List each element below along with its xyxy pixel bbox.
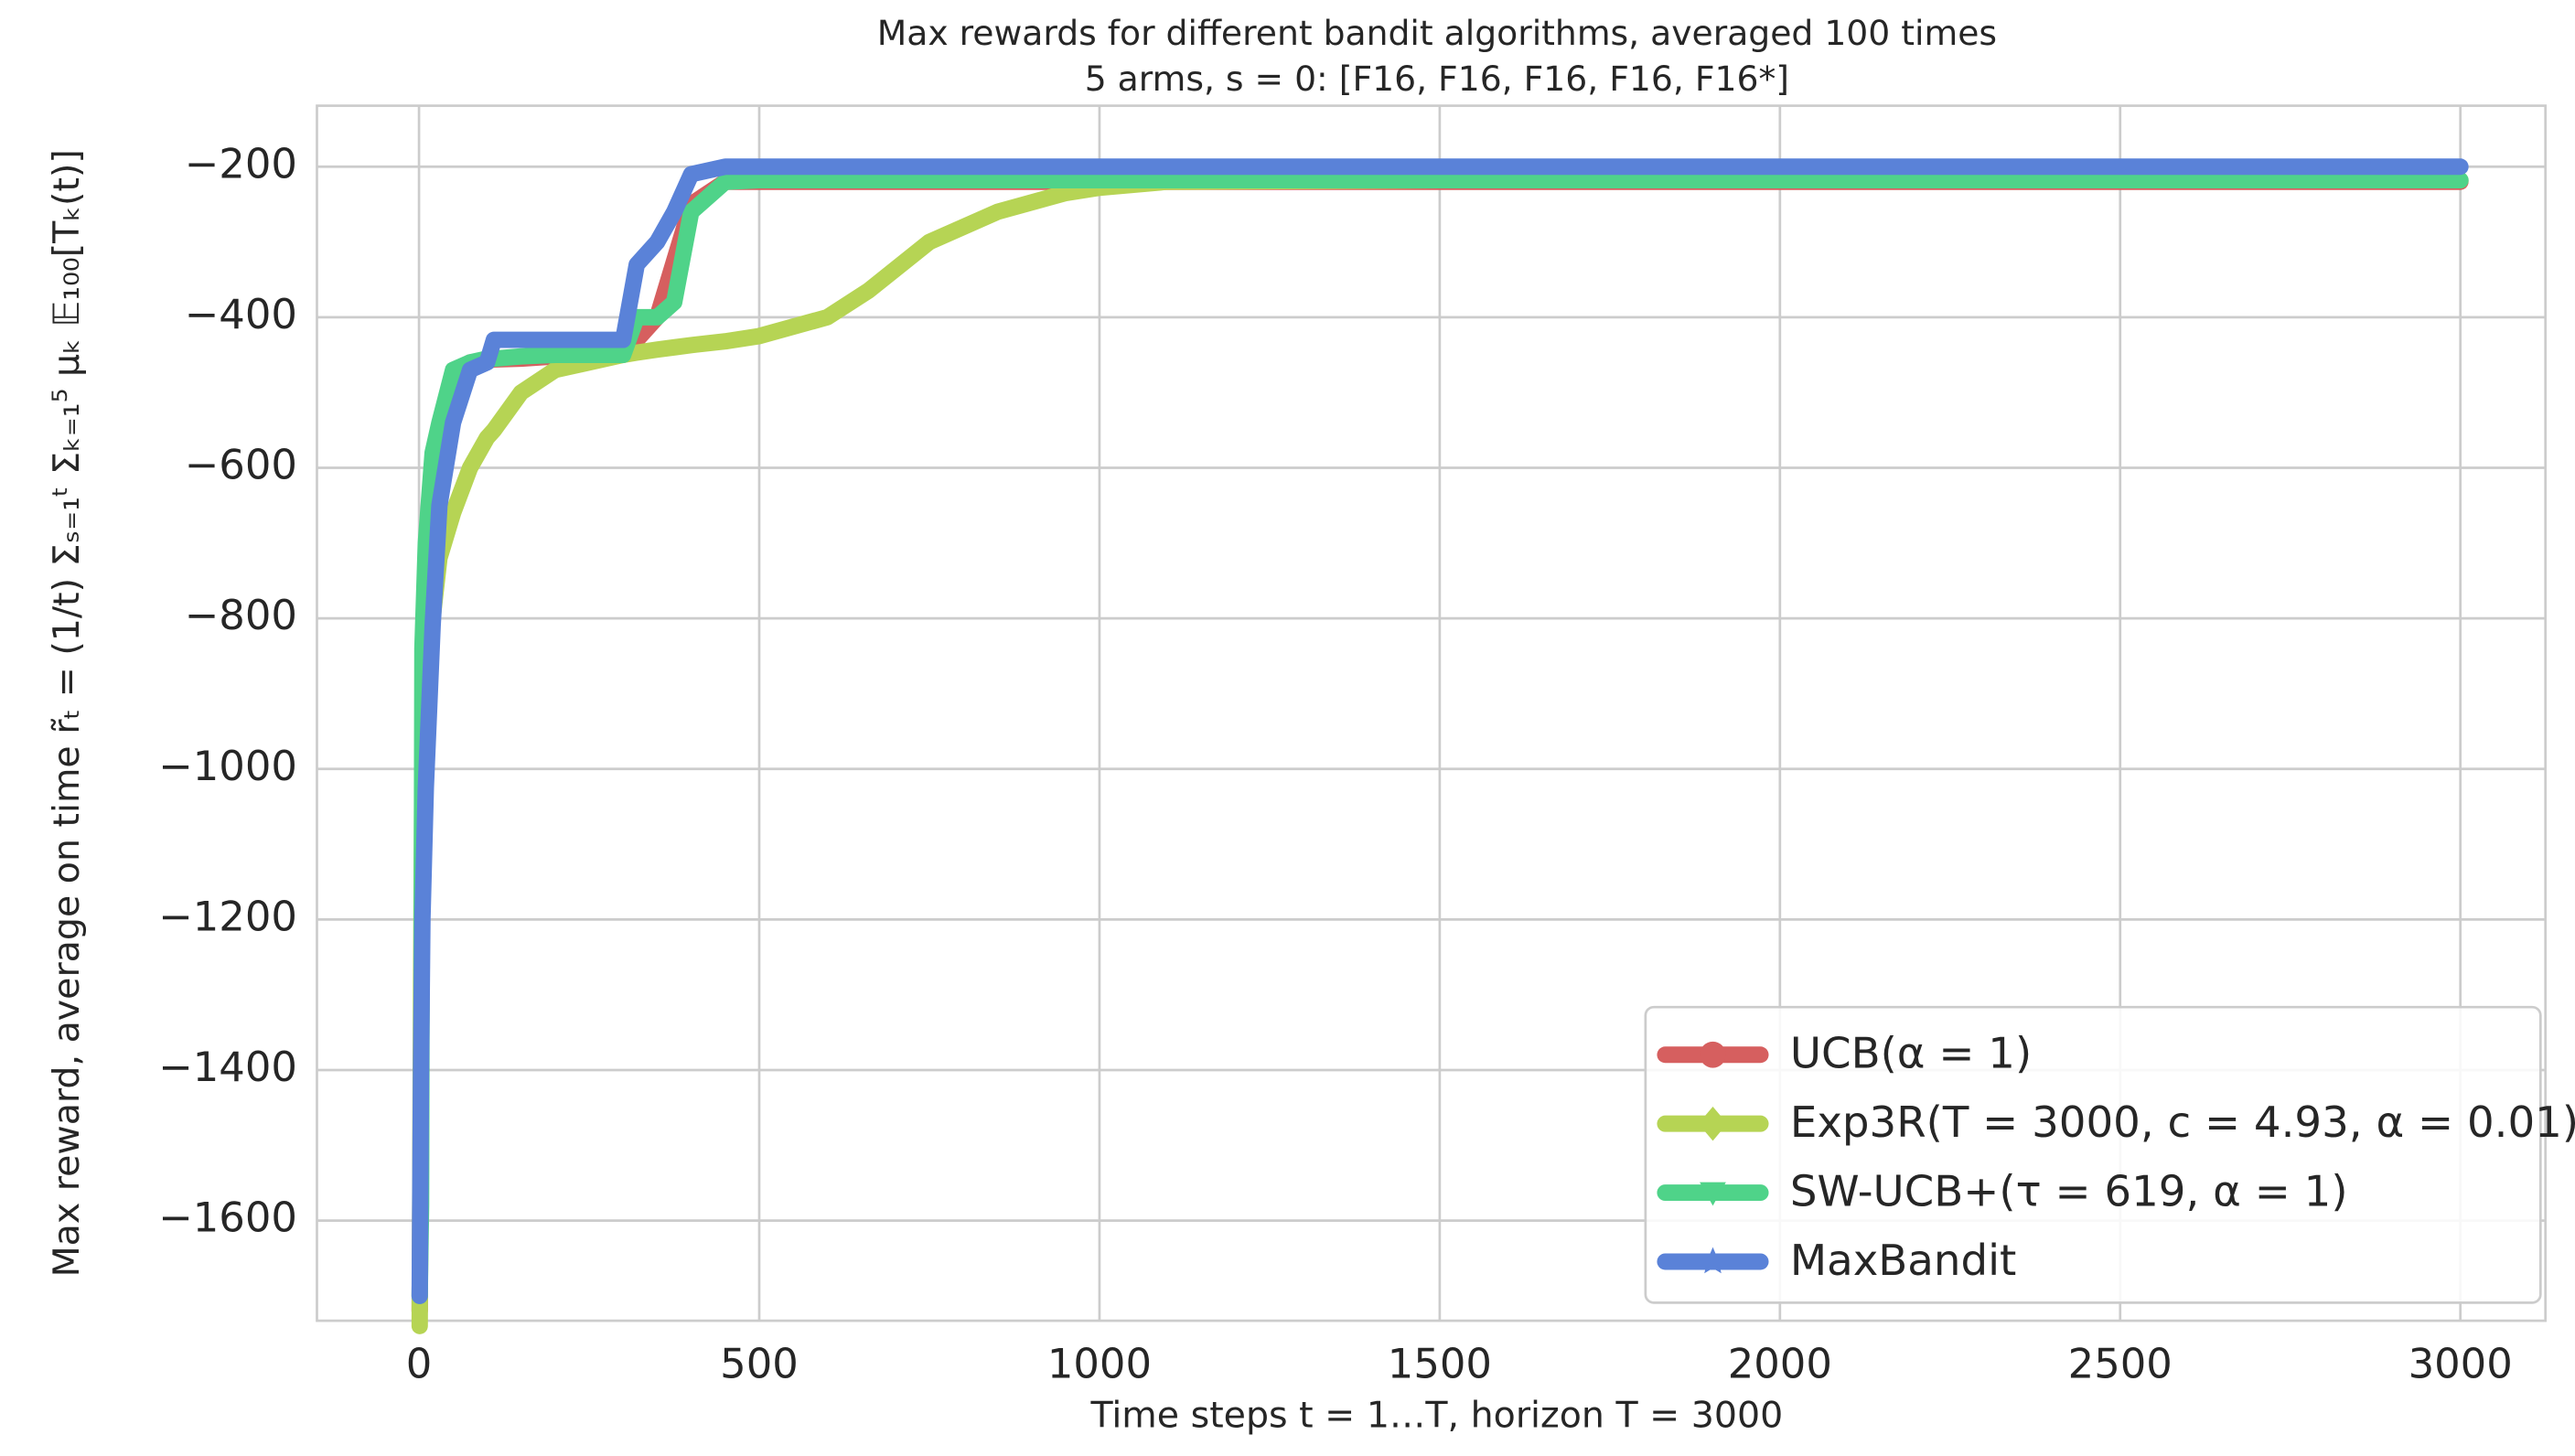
y-tick-label: −1200 xyxy=(158,892,297,940)
chart-title: Max rewards for different bandit algorit… xyxy=(877,13,1997,53)
x-axis-label: Time steps t = 1…T, horizon T = 3000 xyxy=(1089,1395,1783,1437)
x-tick-label: 3000 xyxy=(2409,1339,2513,1387)
y-tick-label: −200 xyxy=(185,139,297,187)
plot-frame xyxy=(316,104,2548,1322)
x-tick-label: 0 xyxy=(406,1339,433,1387)
x-tick-label: 2500 xyxy=(2068,1339,2173,1387)
chart-subtitle: 5 arms, s = 0: [F16, F16, F16, F16, F16*… xyxy=(1085,59,1789,99)
y-tick-label: −800 xyxy=(185,591,297,639)
legend-marker xyxy=(1699,1247,1727,1274)
legend-label: MaxBandit xyxy=(1790,1237,2017,1286)
y-tick-label: −400 xyxy=(185,290,297,338)
series-line xyxy=(411,158,2469,1304)
x-tick-label: 1000 xyxy=(1047,1339,1152,1387)
y-tick-label: −1400 xyxy=(158,1043,297,1091)
y-axis-label: Max reward, average on time r̃ₜ = (1/t) … xyxy=(46,149,88,1277)
x-tick-label: 1500 xyxy=(1388,1339,1492,1387)
legend-label: Exp3R(T = 3000, c = 4.93, α = 0.01) xyxy=(1790,1098,2575,1148)
legend-label: SW-UCB+(τ = 619, α = 1) xyxy=(1790,1167,2348,1216)
x-tick-label: 2000 xyxy=(1728,1339,1832,1387)
legend-marker xyxy=(1700,1041,1726,1068)
legend-marker xyxy=(1700,1182,1726,1206)
y-tick-label: −1000 xyxy=(158,742,297,790)
y-tick-label: −1600 xyxy=(158,1194,297,1242)
x-tick-label: 500 xyxy=(720,1339,799,1387)
legend-label: UCB(α = 1) xyxy=(1790,1030,2032,1079)
y-tick-label: −600 xyxy=(185,441,297,489)
legend-box xyxy=(1644,1005,2542,1304)
series-line xyxy=(411,172,2469,1304)
